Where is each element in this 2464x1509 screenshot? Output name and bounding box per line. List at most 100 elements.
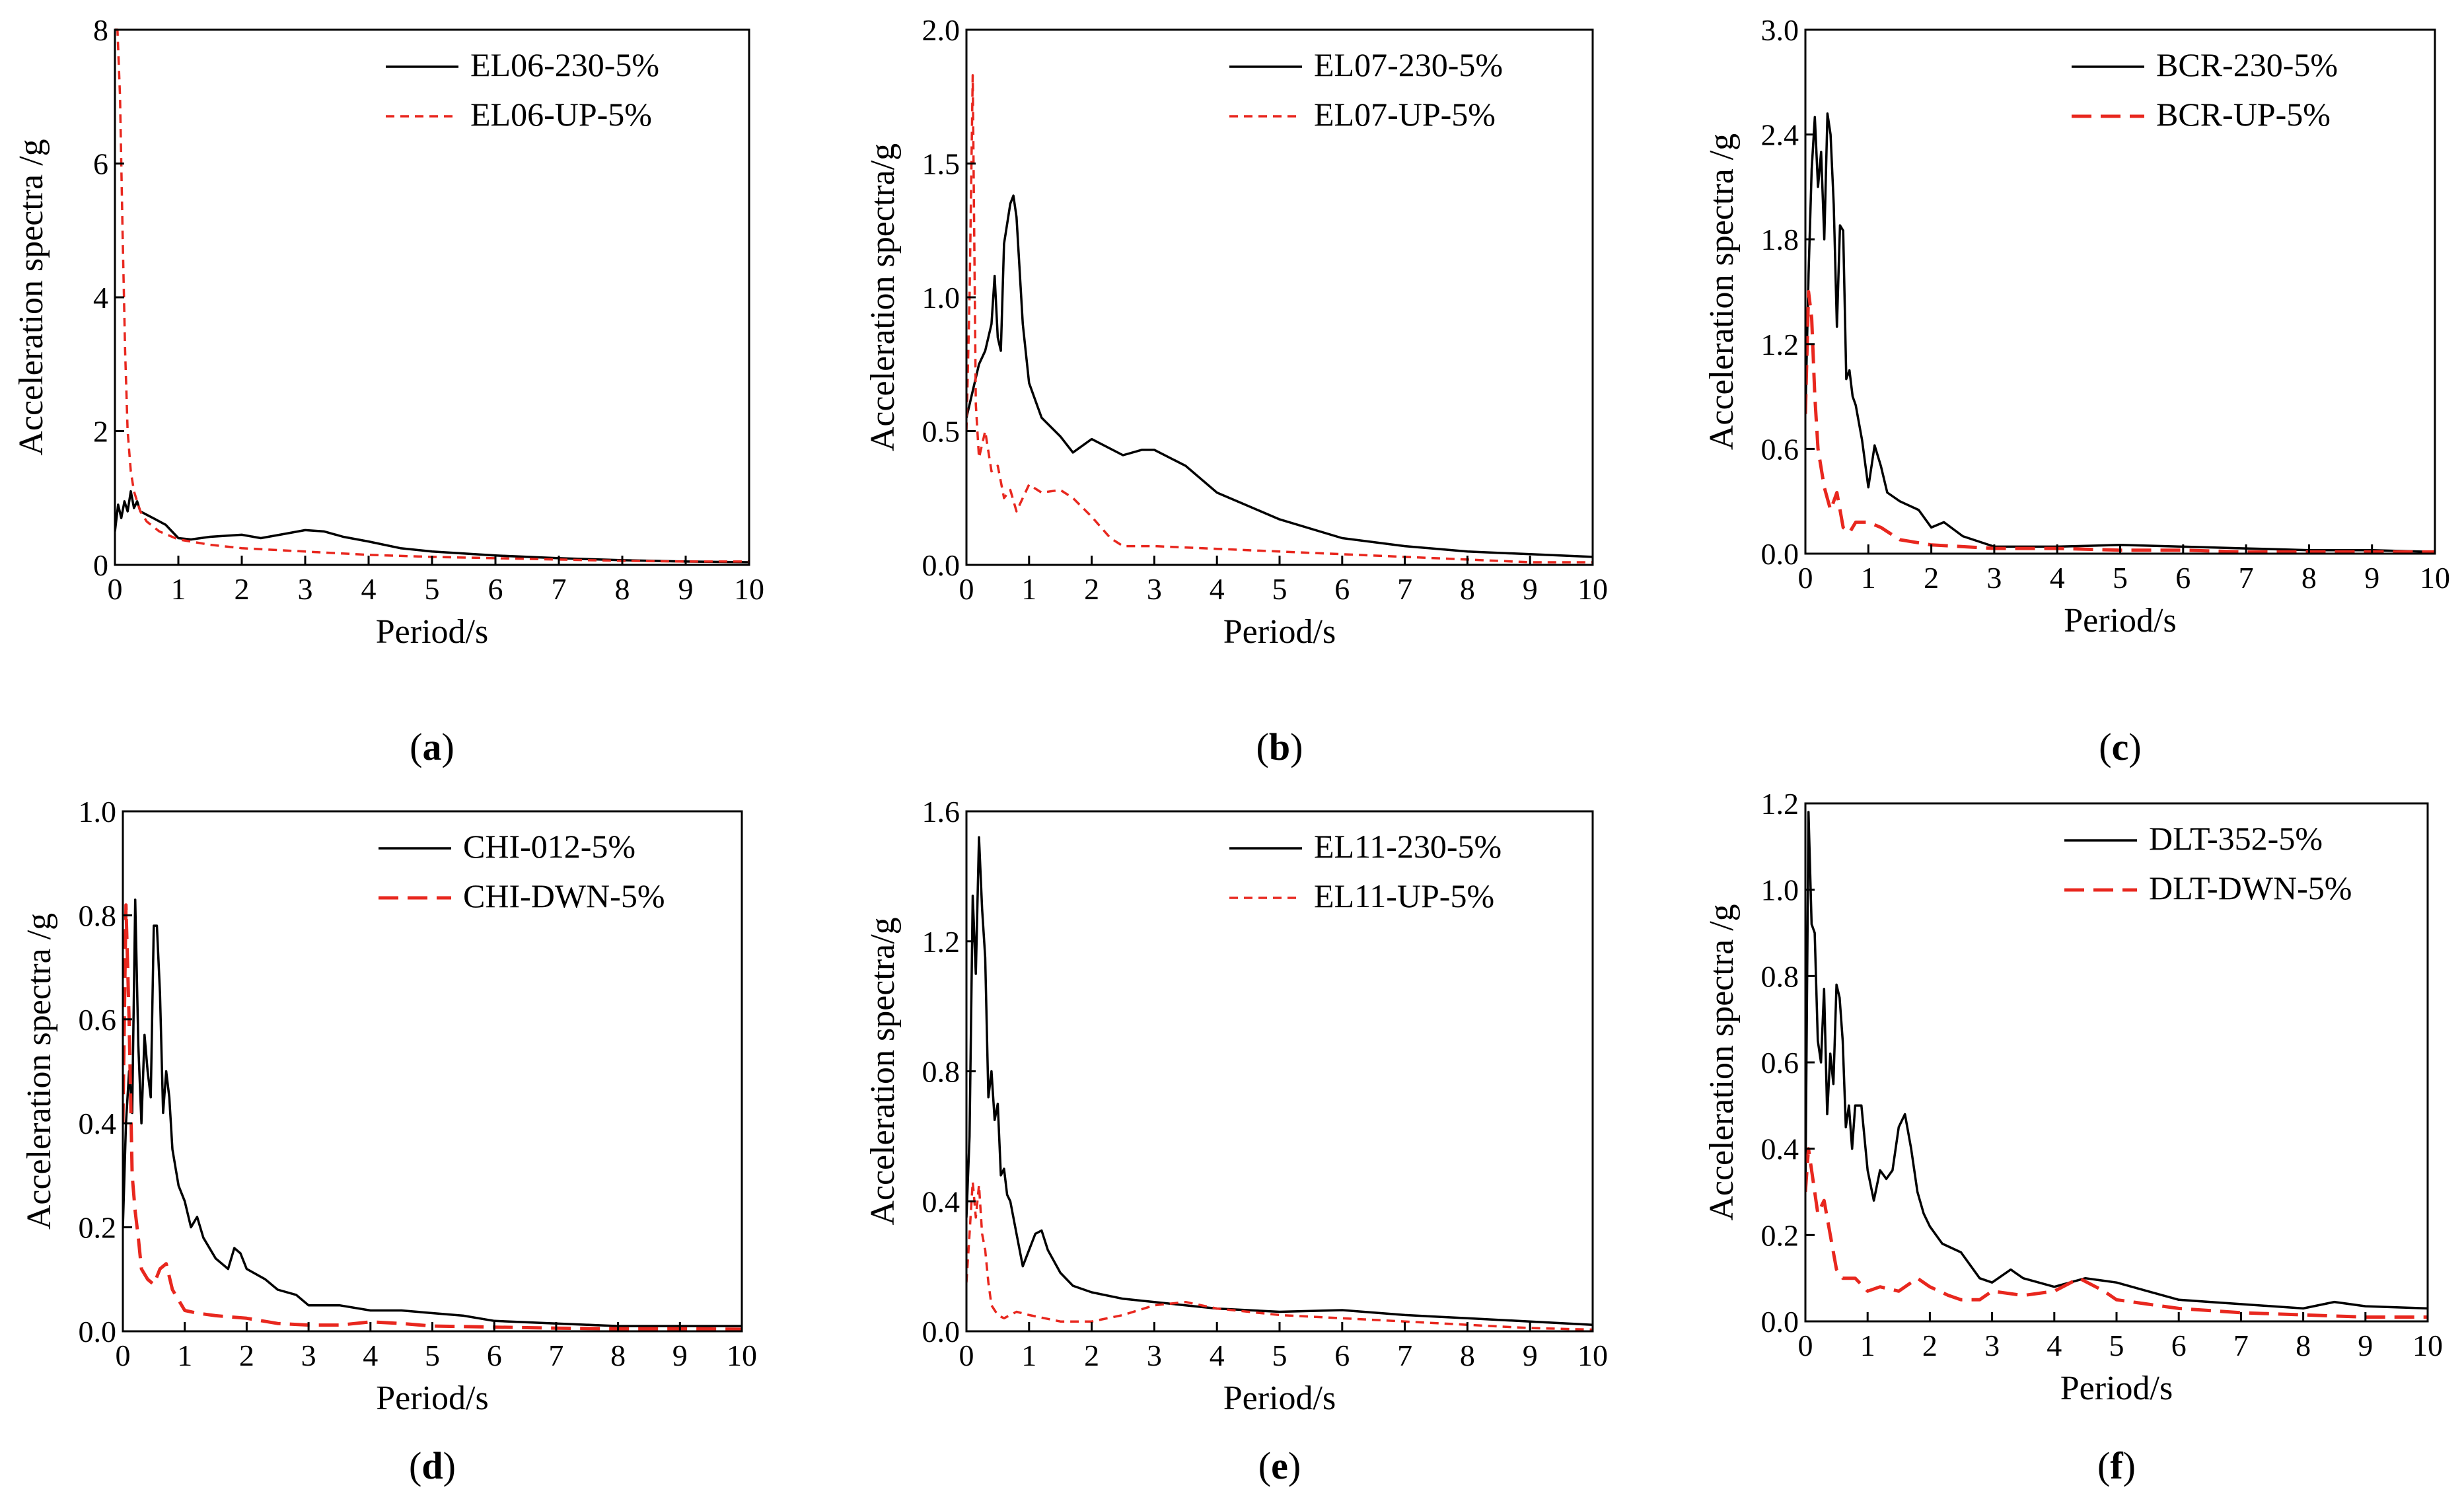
y-axis-title-b: Acceleration spectra/g	[864, 143, 902, 451]
x-tick-label-f: 2	[1922, 1329, 1938, 1362]
x-tick-label-d: 10	[727, 1339, 757, 1372]
x-tick-label-a: 0	[108, 572, 123, 606]
y-tick-label-d: 0.0	[79, 1315, 117, 1348]
x-tick-label-f: 1	[1860, 1329, 1875, 1362]
x-tick-label-d: 1	[177, 1339, 192, 1372]
panel-caption-letter-b: b	[1269, 725, 1290, 768]
y-axis-title-a: Acceleration spectra /g	[13, 139, 50, 455]
y-tick-label-c: 1.2	[1761, 328, 1799, 361]
series-line-a-1	[115, 490, 749, 564]
x-tick-label-d: 5	[425, 1339, 440, 1372]
panel-caption-letter-f: f	[2110, 1444, 2123, 1487]
legend-label-a-2: EL06-UP-5%	[470, 96, 652, 133]
y-tick-label-e: 0.0	[922, 1315, 960, 1348]
y-tick-label-e: 1.2	[922, 925, 960, 959]
series-line-c-1	[1805, 112, 2435, 554]
legend-label-b-2: EL07-UP-5%	[1314, 96, 1496, 133]
x-tick-label-c: 2	[1924, 561, 1939, 595]
y-tick-label-a: 4	[93, 281, 108, 314]
x-tick-label-d: 4	[363, 1339, 378, 1372]
panel-caption-letter-d: d	[421, 1444, 443, 1487]
panel-caption-f: (f)	[2097, 1444, 2136, 1487]
x-tick-label-e: 5	[1272, 1339, 1287, 1372]
y-tick-label-d: 0.8	[79, 899, 117, 932]
y-tick-label-a: 6	[93, 147, 108, 181]
plot-frame-c	[1804, 28, 2436, 555]
x-tick-label-a: 2	[235, 572, 250, 606]
x-tick-label-b: 9	[1523, 572, 1538, 606]
x-tick-label-e: 3	[1147, 1339, 1162, 1372]
x-tick-label-a: 10	[734, 572, 764, 606]
x-tick-label-a: 8	[615, 572, 630, 606]
y-axis-title-d: Acceleration spectra /g	[20, 913, 58, 1230]
x-tick-label-f: 4	[2047, 1329, 2062, 1362]
legend-label-f-1: DLT-352-5%	[2149, 820, 2323, 857]
series-line-a-2	[115, 28, 749, 563]
x-tick-label-f: 3	[1984, 1329, 2000, 1362]
x-tick-label-c: 10	[2420, 561, 2450, 595]
x-tick-label-e: 0	[959, 1339, 974, 1372]
plot-frame-a	[114, 28, 750, 566]
x-tick-label-c: 3	[1986, 561, 2002, 595]
x-tick-label-e: 1	[1021, 1339, 1036, 1372]
y-tick-label-f: 0.0	[1761, 1305, 1799, 1339]
x-tick-label-c: 6	[2175, 561, 2191, 595]
x-tick-label-b: 10	[1577, 572, 1608, 606]
x-tick-label-b: 6	[1334, 572, 1350, 606]
x-tick-label-d: 8	[610, 1339, 626, 1372]
plot-frame-e	[965, 810, 1594, 1333]
x-axis-title-f: Period/s	[2060, 1370, 2173, 1407]
x-tick-label-d: 2	[239, 1339, 254, 1372]
legend-label-b-1: EL07-230-5%	[1314, 46, 1503, 83]
y-tick-label-e: 0.8	[922, 1055, 960, 1089]
y-tick-label-d: 0.2	[79, 1211, 117, 1245]
legend-label-d-1: CHI-012-5%	[463, 828, 635, 865]
x-tick-label-e: 6	[1334, 1339, 1350, 1372]
y-tick-label-c: 0.0	[1761, 537, 1799, 571]
x-tick-label-c: 0	[1798, 561, 1813, 595]
y-tick-label-b: 0.0	[922, 548, 960, 582]
panel-caption-c: (c)	[2099, 725, 2141, 768]
x-tick-label-a: 5	[425, 572, 440, 606]
y-axis-title-e: Acceleration spectra/g	[864, 917, 902, 1225]
x-tick-label-c: 5	[2113, 561, 2128, 595]
x-tick-label-b: 3	[1147, 572, 1162, 606]
x-tick-label-a: 9	[678, 572, 694, 606]
legend-label-d-2: CHI-DWN-5%	[463, 877, 665, 914]
panel-caption-b: (b)	[1256, 725, 1303, 768]
y-axis-title-f: Acceleration spectra /g	[1703, 904, 1741, 1220]
y-tick-label-b: 1.0	[922, 281, 960, 314]
y-tick-label-a: 2	[93, 415, 108, 449]
x-tick-label-a: 4	[361, 572, 377, 606]
x-tick-label-b: 7	[1397, 572, 1412, 606]
x-tick-label-d: 6	[487, 1339, 502, 1372]
y-tick-label-c: 2.4	[1761, 118, 1799, 152]
legend-label-f-2: DLT-DWN-5%	[2149, 869, 2352, 906]
panel-e: 0 1 2 3 4 5 6 7 8 9 10 0.0 0.4 0.8 1.2 1.6 Period/s Accel…	[864, 795, 1608, 1487]
x-tick-label-f: 0	[1798, 1329, 1813, 1362]
series-line-d-2	[123, 903, 742, 1331]
x-tick-label-a: 6	[488, 572, 503, 606]
x-tick-label-c: 1	[1861, 561, 1876, 595]
x-tick-label-b: 2	[1084, 572, 1099, 606]
x-tick-label-c: 4	[2050, 561, 2065, 595]
x-tick-label-e: 2	[1084, 1339, 1099, 1372]
y-tick-label-b: 0.5	[922, 415, 960, 449]
x-tick-label-d: 3	[301, 1339, 316, 1372]
plot-frame-b	[965, 28, 1594, 566]
x-axis-title-c: Period/s	[2064, 602, 2176, 640]
legend-label-c-2: BCR-UP-5%	[2156, 96, 2331, 133]
y-tick-label-f: 1.2	[1761, 787, 1799, 821]
y-tick-label-e: 1.6	[922, 795, 960, 828]
panel-f: 0 1 2 3 4 5 6 7 8 9 10 0.0 0.2 0.4 0.6 0.8 1.0 1.2 Period/…	[1703, 787, 2443, 1487]
y-tick-label-d: 0.6	[79, 1003, 117, 1037]
x-tick-label-f: 10	[2412, 1329, 2443, 1362]
x-tick-label-f: 6	[2171, 1329, 2187, 1362]
x-tick-label-c: 8	[2301, 561, 2317, 595]
series-line-e-2	[966, 1180, 1593, 1331]
x-tick-label-e: 9	[1523, 1339, 1538, 1372]
legend-label-a-1: EL06-230-5%	[470, 46, 659, 83]
panel-caption-letter-c: c	[2112, 725, 2129, 768]
panel-c: 0 1 2 3 4 5 6 7 8 9 10 0.0 0.6 1.2 1.8 2.4 3.0 Period/s Ac…	[1703, 13, 2450, 768]
